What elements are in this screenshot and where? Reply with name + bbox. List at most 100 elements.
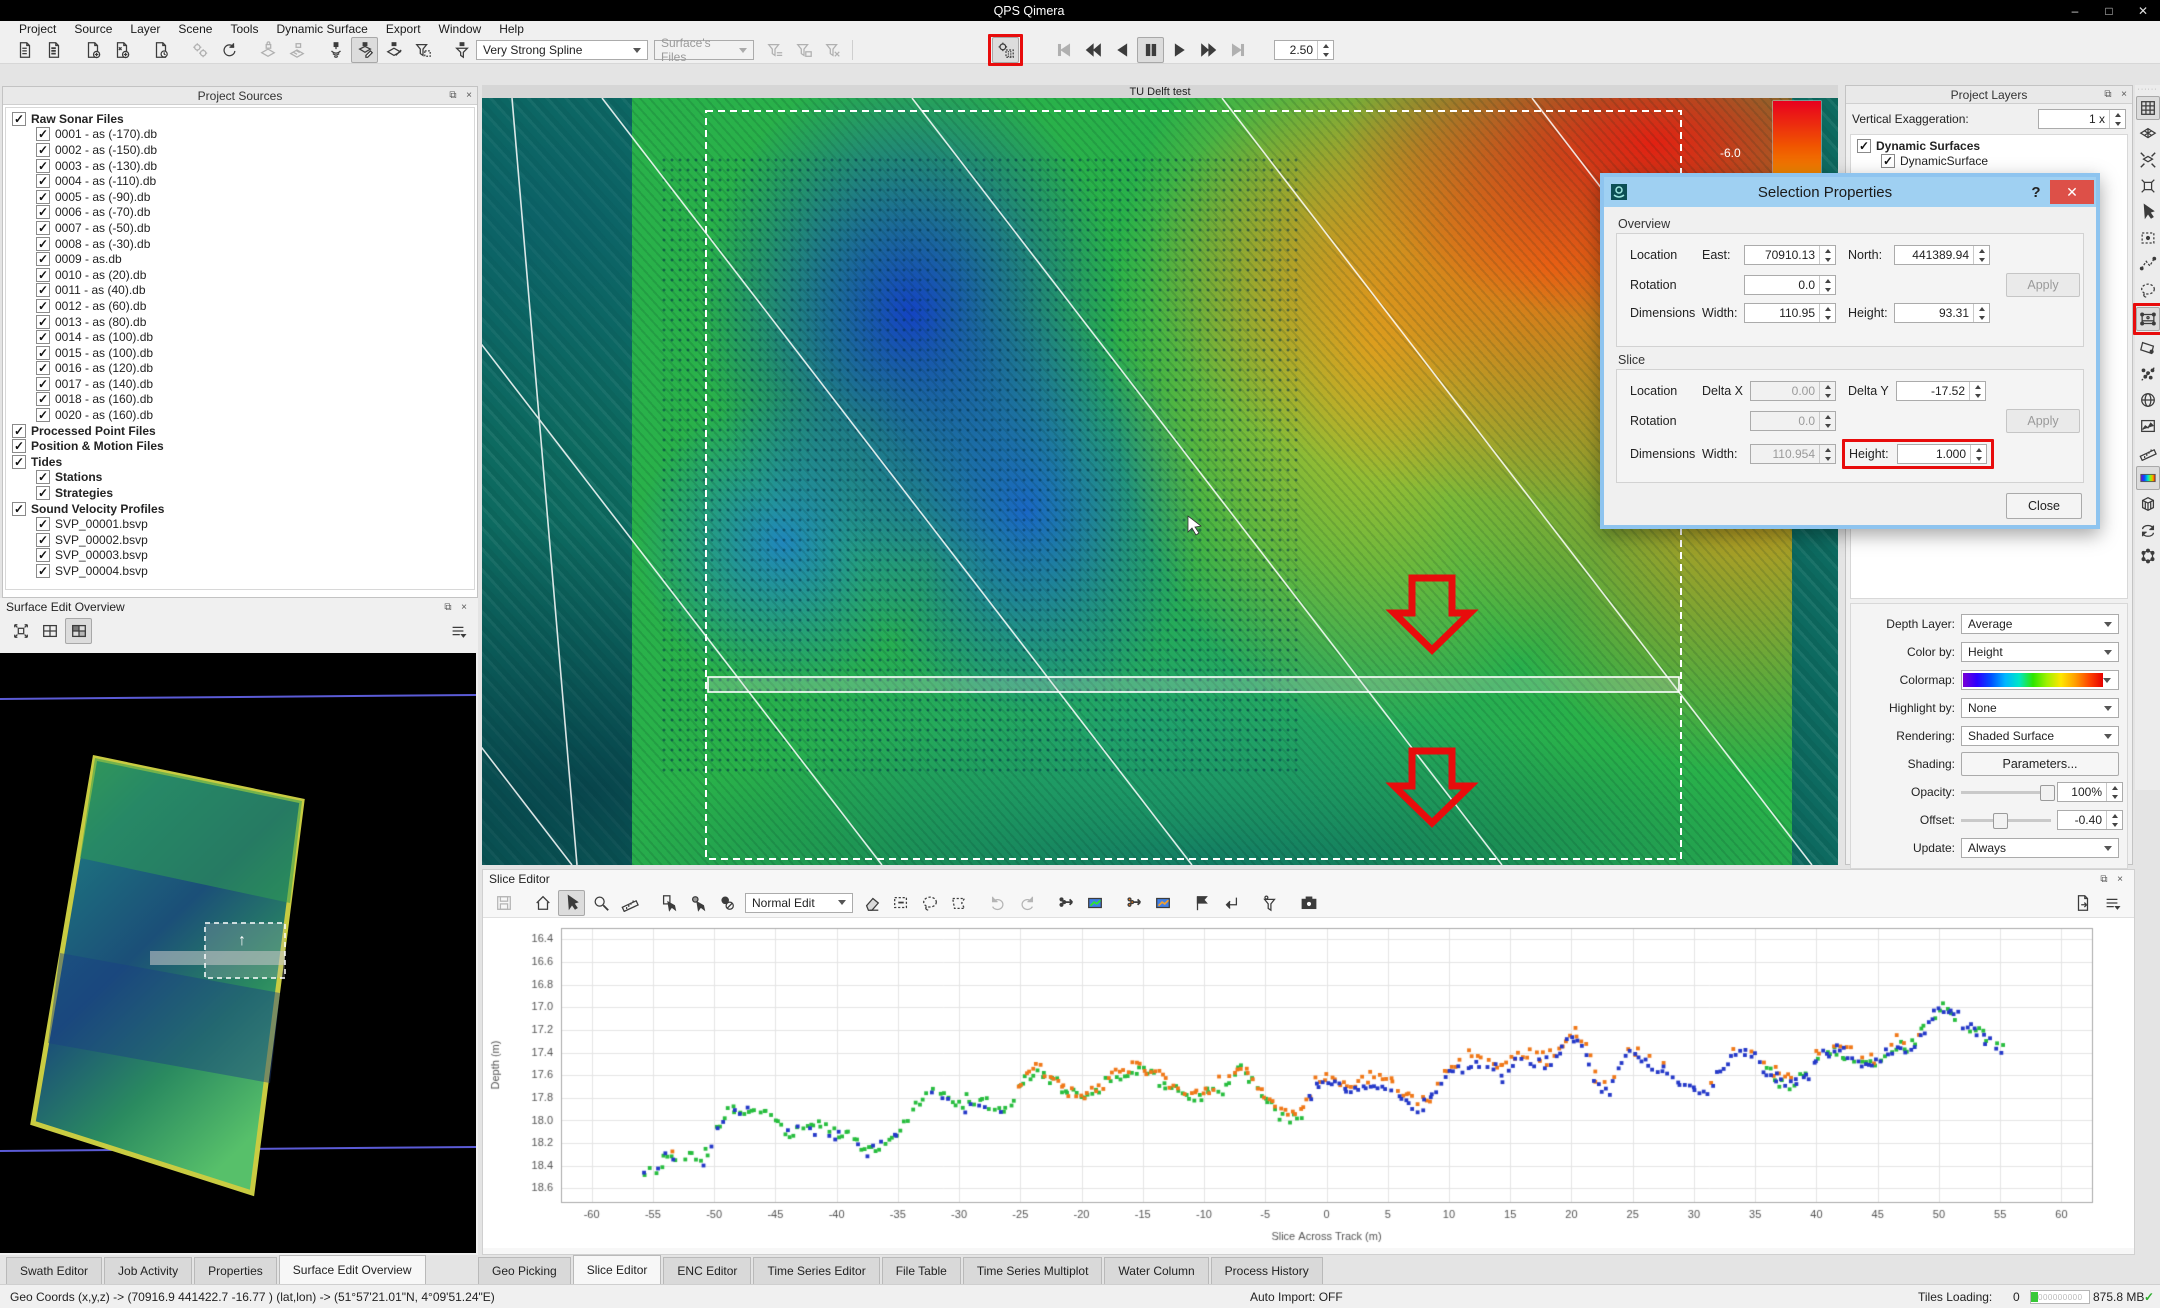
- picks-accept-button[interactable]: [1052, 890, 1079, 916]
- tab-properties[interactable]: Properties: [194, 1257, 277, 1284]
- checkbox[interactable]: ✓: [36, 564, 50, 578]
- add-source-button[interactable]: [79, 37, 106, 63]
- color-by-combo[interactable]: Height: [1961, 642, 2119, 662]
- checkbox[interactable]: ✓: [36, 470, 50, 484]
- grid-3d-button[interactable]: [2136, 492, 2160, 516]
- flag-button[interactable]: [1188, 890, 1215, 916]
- tab-time-series-editor[interactable]: Time Series Editor: [753, 1257, 879, 1284]
- tree-item[interactable]: ✓0010 - as (20).db: [8, 267, 472, 283]
- tree-item[interactable]: ✓Tides: [8, 454, 472, 470]
- filter-rect-button[interactable]: [409, 37, 436, 63]
- globe-button[interactable]: [2136, 388, 2160, 412]
- surface-edit-button[interactable]: [380, 37, 407, 63]
- fast-forward-button[interactable]: [1195, 37, 1222, 63]
- list-menu-button[interactable]: [444, 618, 471, 644]
- rotation-spinner[interactable]: 0.0: [1744, 275, 1836, 295]
- checkbox[interactable]: ✓: [36, 143, 50, 157]
- help-button[interactable]: ?: [2022, 180, 2050, 204]
- step-back-button[interactable]: [1108, 37, 1135, 63]
- checkbox[interactable]: ✓: [36, 315, 50, 329]
- checkbox[interactable]: ✓: [36, 190, 50, 204]
- tab-water-column[interactable]: Water Column: [1104, 1257, 1208, 1284]
- tab-file-table[interactable]: File Table: [882, 1257, 961, 1284]
- menu-item-window[interactable]: Window: [430, 22, 491, 36]
- dialog-close-button[interactable]: ✕: [2050, 180, 2094, 204]
- select-polyline-button[interactable]: [2136, 252, 2160, 276]
- slice-polyline-button[interactable]: [2136, 336, 2160, 360]
- rewind-button[interactable]: [1079, 37, 1106, 63]
- tree-item[interactable]: ✓0003 - as (-130).db: [8, 158, 472, 174]
- close-button[interactable]: ✕: [2126, 0, 2160, 21]
- checkbox[interactable]: ✓: [36, 174, 50, 188]
- pick-circle-button[interactable]: [713, 890, 740, 916]
- checkbox[interactable]: ✓: [12, 112, 26, 126]
- width-spinner[interactable]: 110.95: [1744, 303, 1836, 323]
- pane-grid-button[interactable]: [36, 618, 63, 644]
- gears-grid-button[interactable]: [992, 37, 1019, 63]
- open-project-button[interactable]: [40, 37, 67, 63]
- tab-enc-editor[interactable]: ENC Editor: [663, 1257, 751, 1284]
- overview-apply-button[interactable]: Apply: [2006, 273, 2080, 297]
- tree-item[interactable]: ✓SVP_00003.bsvp: [8, 548, 472, 564]
- checkbox[interactable]: ✓: [36, 159, 50, 173]
- minimize-button[interactable]: –: [2058, 0, 2092, 21]
- checkbox[interactable]: ✓: [36, 377, 50, 391]
- close-panel-icon[interactable]: ×: [456, 602, 472, 613]
- update-combo[interactable]: Always: [1961, 838, 2119, 858]
- profile-chart-button[interactable]: [2136, 414, 2160, 438]
- maximize-button[interactable]: □: [2092, 0, 2126, 21]
- opacity-spinner[interactable]: 100%: [2057, 782, 2123, 802]
- checkbox[interactable]: ✓: [36, 361, 50, 375]
- list-menu-button[interactable]: [2098, 890, 2125, 916]
- cursor-button[interactable]: [2136, 200, 2160, 224]
- shading-parameters-button[interactable]: Parameters...: [1961, 752, 2119, 776]
- scatter-select-button[interactable]: [2136, 362, 2160, 386]
- opacity-slider[interactable]: [1961, 785, 2051, 799]
- tree-item[interactable]: ✓Stations: [8, 470, 472, 486]
- menu-item-dynamic-surface[interactable]: Dynamic Surface: [267, 22, 376, 36]
- float-panel-icon[interactable]: ⧉: [445, 90, 461, 101]
- select-rect-button[interactable]: [2136, 226, 2160, 250]
- checkbox[interactable]: ✓: [36, 205, 50, 219]
- zoom-button[interactable]: [587, 890, 614, 916]
- slice-band[interactable]: [708, 677, 1679, 692]
- tree-item[interactable]: ✓Sound Velocity Profiles: [8, 501, 472, 517]
- checkbox[interactable]: ✓: [36, 330, 50, 344]
- tab-surface-edit-overview[interactable]: Surface Edit Overview: [279, 1255, 426, 1284]
- rendering-combo[interactable]: Shaded Surface: [1961, 726, 2119, 746]
- float-panel-icon[interactable]: ⧉: [440, 602, 456, 613]
- close-panel-icon[interactable]: ×: [2112, 874, 2128, 885]
- delta-y-spinner[interactable]: -17.52: [1896, 381, 1986, 401]
- tree-item[interactable]: ✓0005 - as (-90).db: [8, 189, 472, 205]
- cursor-button[interactable]: [558, 890, 585, 916]
- menu-item-tools[interactable]: Tools: [221, 22, 267, 36]
- vertical-exaggeration-spinner[interactable]: 1 x: [2038, 109, 2126, 129]
- tree-item[interactable]: ✓Dynamic Surfaces: [1853, 138, 2125, 154]
- home-button[interactable]: [529, 890, 556, 916]
- close-panel-icon[interactable]: ×: [2116, 89, 2132, 100]
- tree-item[interactable]: ✓0011 - as (40).db: [8, 283, 472, 299]
- depth-layer-combo[interactable]: Average: [1961, 614, 2119, 634]
- cube-points-button[interactable]: [2136, 544, 2160, 568]
- tree-item[interactable]: ✓0017 - as (140).db: [8, 376, 472, 392]
- dialog-titlebar[interactable]: Selection Properties ? ✕: [1604, 177, 2096, 207]
- close-panel-icon[interactable]: ×: [461, 90, 477, 101]
- offset-slider[interactable]: [1961, 813, 2051, 827]
- checkbox[interactable]: ✓: [36, 548, 50, 562]
- tree-item[interactable]: ✓SVP_00002.bsvp: [8, 532, 472, 548]
- tree-item[interactable]: ✓SVP_00004.bsvp: [8, 563, 472, 579]
- tree-item[interactable]: ✓0008 - as (-30).db: [8, 236, 472, 252]
- checkbox[interactable]: ✓: [12, 424, 26, 438]
- checkbox[interactable]: ✓: [36, 408, 50, 422]
- tree-item[interactable]: ✓Raw Sonar Files: [8, 111, 472, 127]
- checkbox[interactable]: ✓: [36, 127, 50, 141]
- tab-swath-editor[interactable]: Swath Editor: [6, 1257, 102, 1284]
- tree-item[interactable]: ✓Position & Motion Files: [8, 438, 472, 454]
- slider-thumb[interactable]: [2040, 785, 2055, 801]
- spline-combo[interactable]: Very Strong Spline: [476, 40, 648, 60]
- pick-dot-button[interactable]: [684, 890, 711, 916]
- refresh-button[interactable]: [215, 37, 242, 63]
- tree-item[interactable]: ✓0018 - as (160).db: [8, 392, 472, 408]
- reload-source-button[interactable]: [147, 37, 174, 63]
- checkbox[interactable]: ✓: [36, 237, 50, 251]
